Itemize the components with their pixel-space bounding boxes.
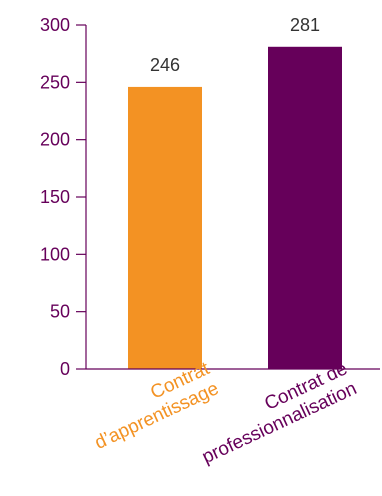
data-labels: 246 281 <box>150 15 320 75</box>
y-tick-label: 250 <box>40 72 70 92</box>
bar <box>268 46 342 369</box>
data-label: 246 <box>150 55 180 75</box>
y-tick-label: 300 <box>40 15 70 35</box>
y-axis: 0 50 100 150 200 250 300 <box>40 15 87 379</box>
y-tick-label: 0 <box>60 359 70 379</box>
y-tick-label: 50 <box>50 302 70 322</box>
y-tick-label: 150 <box>40 187 70 207</box>
y-tick-label: 200 <box>40 130 70 150</box>
data-label: 281 <box>290 15 320 35</box>
y-tick-label: 100 <box>40 244 70 264</box>
bars <box>128 46 342 370</box>
bar <box>128 86 202 370</box>
